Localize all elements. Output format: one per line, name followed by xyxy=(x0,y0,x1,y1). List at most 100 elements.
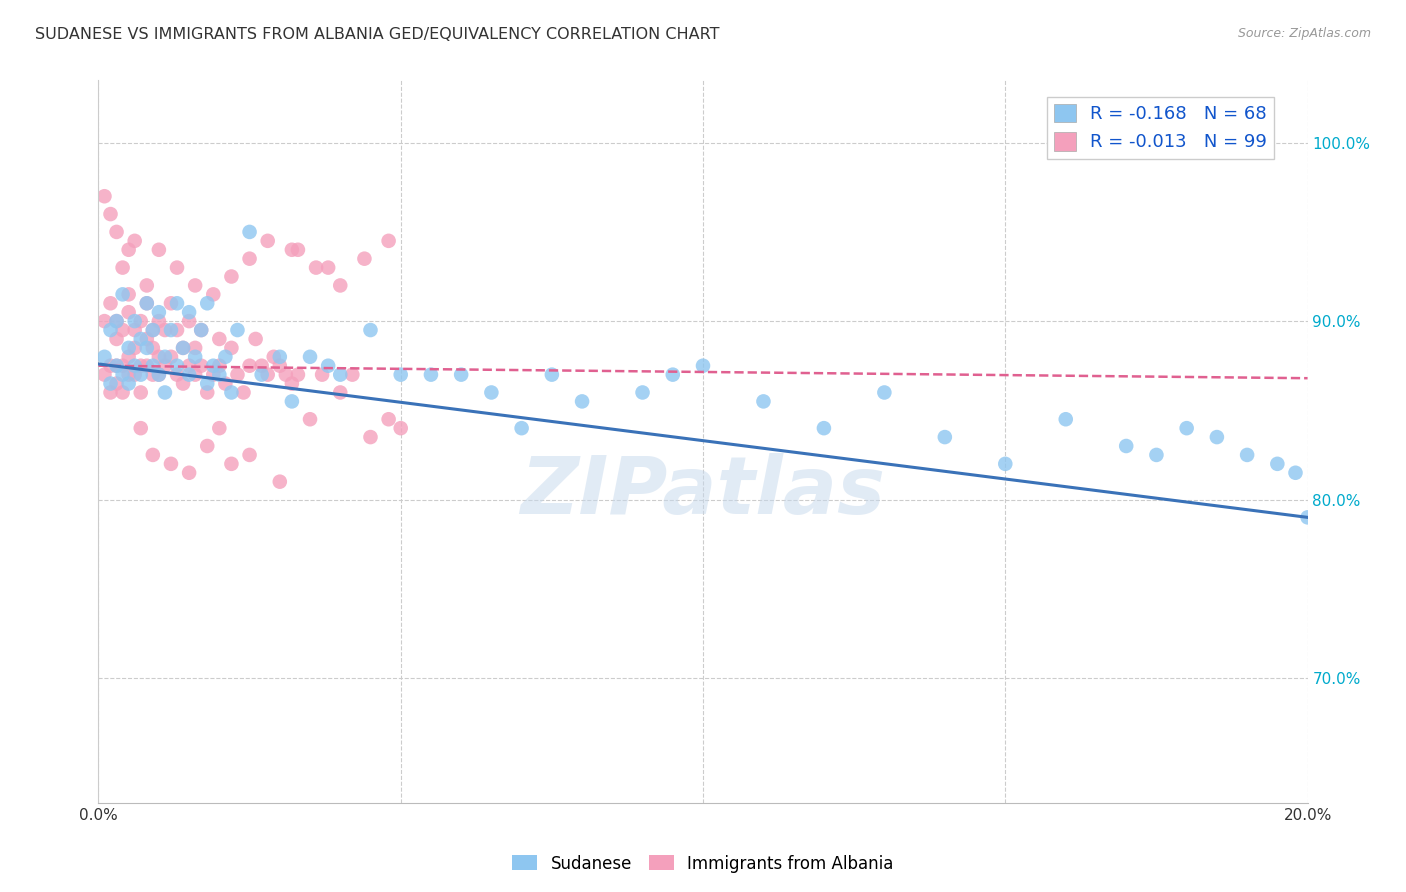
Point xyxy=(129,359,152,373)
Point xyxy=(195,376,218,391)
Point xyxy=(118,368,141,382)
Point xyxy=(111,385,134,400)
Point xyxy=(153,323,176,337)
Point xyxy=(226,323,249,337)
Point xyxy=(148,305,170,319)
Point xyxy=(160,296,183,310)
Point xyxy=(100,359,122,373)
Point xyxy=(100,385,122,400)
Point xyxy=(195,296,218,310)
Point xyxy=(1115,439,1137,453)
Point xyxy=(129,332,152,346)
Point xyxy=(179,314,201,328)
Point xyxy=(135,341,157,355)
Point xyxy=(135,296,157,310)
Point xyxy=(172,341,194,355)
Point xyxy=(166,359,188,373)
Point xyxy=(179,466,201,480)
Point xyxy=(129,421,152,435)
Point xyxy=(389,421,412,435)
Point xyxy=(179,305,201,319)
Point xyxy=(1206,430,1229,444)
Point xyxy=(360,430,382,444)
Point xyxy=(148,243,170,257)
Point xyxy=(281,394,304,409)
Point xyxy=(208,368,231,382)
Point xyxy=(135,332,157,346)
Point xyxy=(813,421,835,435)
Text: Source: ZipAtlas.com: Source: ZipAtlas.com xyxy=(1237,27,1371,40)
Point xyxy=(118,350,141,364)
Point xyxy=(166,260,188,275)
Point xyxy=(148,350,170,364)
Point xyxy=(153,359,176,373)
Point xyxy=(360,323,382,337)
Point xyxy=(124,323,146,337)
Point xyxy=(221,457,243,471)
Point xyxy=(172,376,194,391)
Point xyxy=(510,421,533,435)
Point xyxy=(93,368,115,382)
Point xyxy=(287,368,309,382)
Point xyxy=(111,323,134,337)
Point xyxy=(540,368,562,382)
Point xyxy=(1236,448,1258,462)
Point xyxy=(250,368,273,382)
Point xyxy=(232,385,254,400)
Point xyxy=(305,260,328,275)
Point xyxy=(111,287,134,301)
Point xyxy=(263,350,285,364)
Point xyxy=(105,314,128,328)
Point xyxy=(124,368,146,382)
Point xyxy=(111,359,134,373)
Point xyxy=(245,332,267,346)
Point xyxy=(190,323,212,337)
Point xyxy=(994,457,1017,471)
Point xyxy=(239,252,262,266)
Point xyxy=(124,341,146,355)
Point xyxy=(299,412,322,426)
Point xyxy=(311,368,333,382)
Legend: R = -0.168   N = 68, R = -0.013   N = 99: R = -0.168 N = 68, R = -0.013 N = 99 xyxy=(1047,96,1274,159)
Point xyxy=(93,314,115,328)
Point xyxy=(195,385,218,400)
Point xyxy=(195,439,218,453)
Point xyxy=(377,234,399,248)
Point xyxy=(1267,457,1289,471)
Point xyxy=(118,305,141,319)
Point xyxy=(329,368,352,382)
Point xyxy=(214,350,236,364)
Point xyxy=(190,359,212,373)
Point xyxy=(287,243,309,257)
Point xyxy=(160,350,183,364)
Point xyxy=(129,385,152,400)
Point xyxy=(377,412,399,426)
Point xyxy=(329,385,352,400)
Point xyxy=(316,260,339,275)
Point xyxy=(221,269,243,284)
Point xyxy=(148,368,170,382)
Point xyxy=(250,359,273,373)
Point xyxy=(179,359,201,373)
Point xyxy=(202,368,225,382)
Point xyxy=(208,332,231,346)
Point xyxy=(100,376,122,391)
Legend: Sudanese, Immigrants from Albania: Sudanese, Immigrants from Albania xyxy=(506,848,900,880)
Point xyxy=(342,368,364,382)
Point xyxy=(1144,448,1167,462)
Point xyxy=(105,314,128,328)
Text: ZIPatlas: ZIPatlas xyxy=(520,453,886,531)
Point xyxy=(124,314,146,328)
Point xyxy=(148,368,170,382)
Point xyxy=(93,350,115,364)
Point xyxy=(239,448,262,462)
Point xyxy=(105,376,128,391)
Point xyxy=(221,385,243,400)
Point xyxy=(190,323,212,337)
Point xyxy=(281,376,304,391)
Point xyxy=(208,421,231,435)
Point xyxy=(752,394,775,409)
Point xyxy=(299,350,322,364)
Point xyxy=(179,368,201,382)
Point xyxy=(631,385,654,400)
